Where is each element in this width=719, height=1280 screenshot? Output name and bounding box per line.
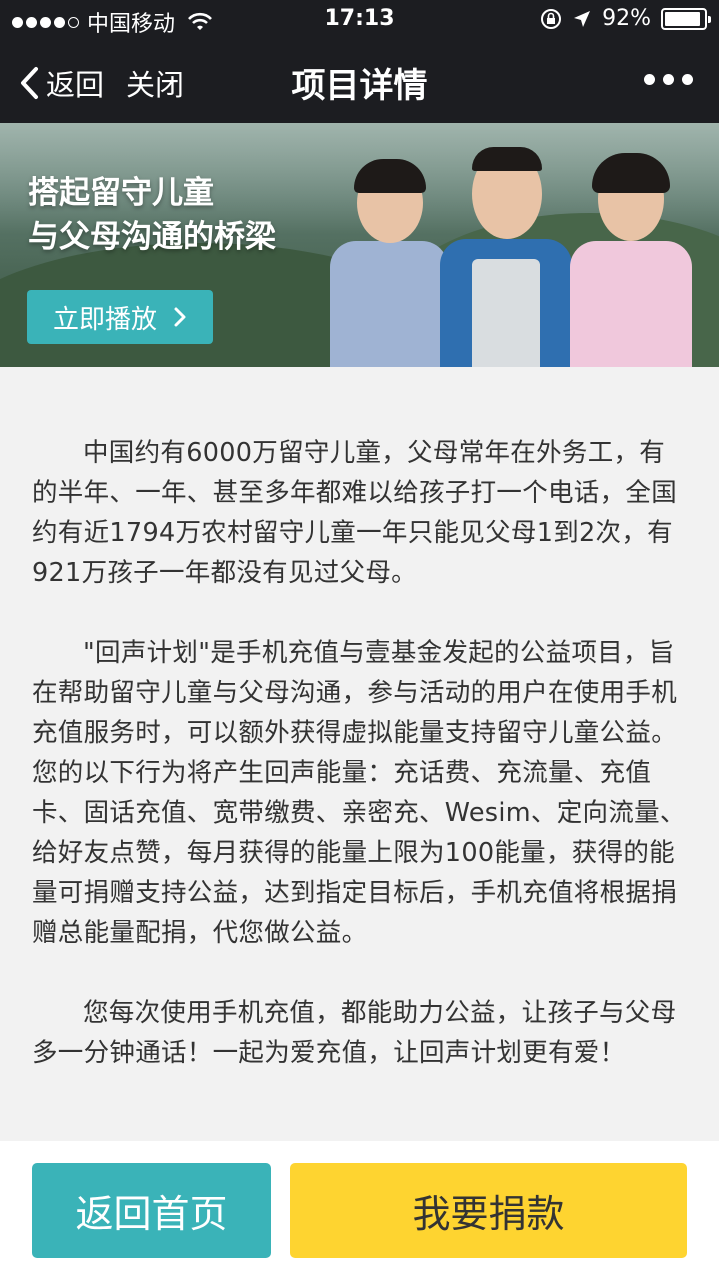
more-dot-icon xyxy=(682,74,693,85)
battery-percent: 92% xyxy=(602,6,651,31)
more-options-button[interactable] xyxy=(644,74,693,85)
nav-left: 返回 关闭 xyxy=(18,62,184,104)
description-paragraph: "回声计划"是手机充值与壹基金发起的公益项目，旨在帮助留守儿童与父母沟通，参与活… xyxy=(32,638,686,948)
chevron-left-icon xyxy=(21,67,38,99)
play-now-label: 立即播放 xyxy=(52,304,157,335)
description-paragraph: 您每次使用手机充值，都能助力公益，让孩子与父母多一分钟通话！一起为爱充值，让回声… xyxy=(32,998,677,1068)
rotation-lock-icon xyxy=(541,8,562,29)
back-label: 返回 xyxy=(46,68,105,102)
top-bar: 中国移动 17:13 92% xyxy=(0,0,719,123)
banner-child-image xyxy=(440,147,575,367)
wifi-icon xyxy=(188,12,212,30)
close-button[interactable]: 关闭 xyxy=(126,68,185,102)
signal-strength-icon xyxy=(12,16,79,28)
banner-child-image xyxy=(570,153,695,367)
location-arrow-icon xyxy=(574,10,591,27)
nav-bar: 返回 关闭 项目详情 xyxy=(0,40,719,123)
donate-button[interactable]: 我要捐款 xyxy=(290,1163,687,1258)
banner-title-line: 搭起留守儿童 xyxy=(28,175,214,211)
status-time: 17:13 xyxy=(324,6,395,31)
back-home-button[interactable]: 返回首页 xyxy=(32,1163,271,1258)
battery-icon xyxy=(661,7,711,30)
banner-child-image xyxy=(330,159,450,367)
description-paragraph: 中国约有6000万留守儿童，父母常年在外务工，有的半年、一年、甚至多年都难以给孩… xyxy=(32,438,678,588)
more-dot-icon xyxy=(663,74,674,85)
more-dot-icon xyxy=(644,74,655,85)
project-description: 中国约有6000万留守儿童，父母常年在外务工，有的半年、一年、甚至多年都难以给孩… xyxy=(0,367,719,1141)
carrier-name: 中国移动 xyxy=(87,12,176,37)
page-title: 项目详情 xyxy=(291,66,428,106)
play-now-button[interactable]: 立即播放 xyxy=(27,290,213,344)
bottom-action-bar: 返回首页 我要捐款 xyxy=(0,1141,719,1280)
status-right: 92% xyxy=(540,6,711,31)
video-banner[interactable]: 搭起留守儿童 与父母沟通的桥梁 立即播放 xyxy=(0,123,719,367)
back-button[interactable]: 返回 xyxy=(18,62,104,104)
banner-title: 搭起留守儿童 与父母沟通的桥梁 xyxy=(28,171,276,259)
status-bar: 中国移动 17:13 92% xyxy=(0,0,719,40)
status-left: 中国移动 xyxy=(12,6,213,38)
chevron-right-icon xyxy=(174,307,186,327)
banner-title-line: 与父母沟通的桥梁 xyxy=(28,219,276,255)
battery-fill xyxy=(665,11,700,26)
